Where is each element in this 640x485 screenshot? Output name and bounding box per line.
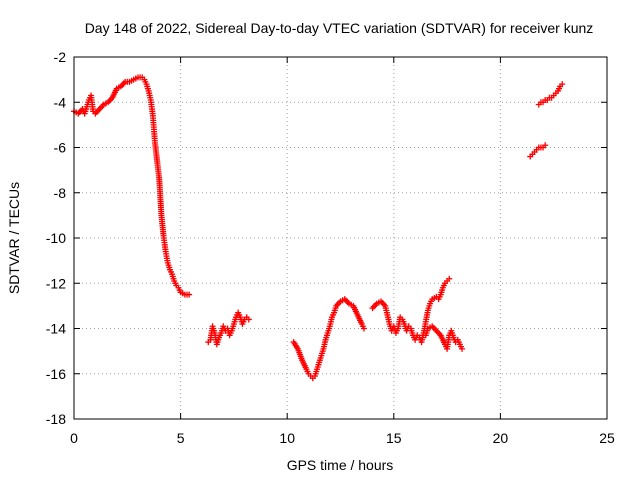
- y-tick-label: -4: [54, 94, 67, 110]
- data-point: [559, 81, 566, 88]
- y-tick-label: -2: [54, 49, 67, 65]
- y-axis-label: SDTVAR / TECUs: [6, 182, 22, 294]
- y-tick-label: -12: [46, 275, 66, 291]
- plot-border: [73, 56, 608, 420]
- y-tick-label: -8: [54, 185, 67, 201]
- y-tick-label: -14: [46, 321, 66, 337]
- x-tick-label: 15: [386, 430, 402, 446]
- data-point: [542, 142, 549, 149]
- data-point: [245, 316, 252, 323]
- y-tick-label: -6: [54, 140, 67, 156]
- data-point: [459, 345, 466, 352]
- chart-title: Day 148 of 2022, Sidereal Day-to-day VTE…: [85, 20, 594, 36]
- x-tick-label: 5: [177, 430, 185, 446]
- y-tick-label: -10: [46, 230, 66, 246]
- data-point: [446, 275, 453, 282]
- y-tick-label: -16: [46, 366, 66, 382]
- x-tick-label: 10: [279, 430, 295, 446]
- x-axis-label: GPS time / hours: [287, 457, 394, 473]
- data-point: [186, 291, 193, 298]
- x-tick-label: 20: [493, 430, 509, 446]
- x-tick-label: 25: [599, 430, 615, 446]
- data-points: [71, 74, 566, 382]
- axes: 0 5 10 15 20 25 -18 -16 -14 -12 -10 -8 -6 -4 -2: [46, 49, 615, 446]
- y-tick-label: -18: [46, 411, 66, 427]
- data-point: [360, 325, 367, 332]
- x-tick-label: 0: [70, 430, 78, 446]
- labels: Day 148 of 2022, Sidereal Day-to-day VTE…: [6, 20, 593, 473]
